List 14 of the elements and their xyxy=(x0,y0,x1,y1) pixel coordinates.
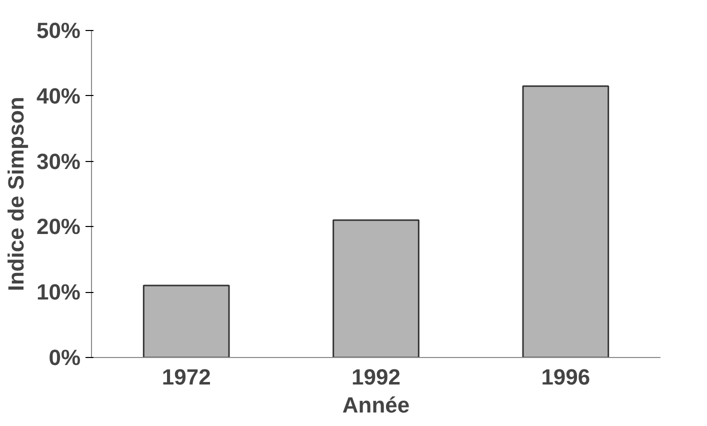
y-tick-label: 30% xyxy=(36,148,81,174)
y-tick-label: 40% xyxy=(36,83,81,108)
y-tick-label: 20% xyxy=(36,214,81,240)
bar xyxy=(142,284,230,358)
x-tick-label: 1996 xyxy=(541,364,590,390)
y-axis-title: Indice de Simpson xyxy=(3,96,28,292)
y-tick-label: 0% xyxy=(48,345,80,370)
x-tick-label: 1972 xyxy=(162,364,211,390)
bar xyxy=(332,219,420,358)
y-tick-label: 10% xyxy=(36,280,81,305)
x-tick-label: 1992 xyxy=(352,364,400,390)
y-tick-label: 50% xyxy=(36,18,81,43)
x-axis-title: Année xyxy=(342,392,410,418)
bar xyxy=(522,85,610,358)
